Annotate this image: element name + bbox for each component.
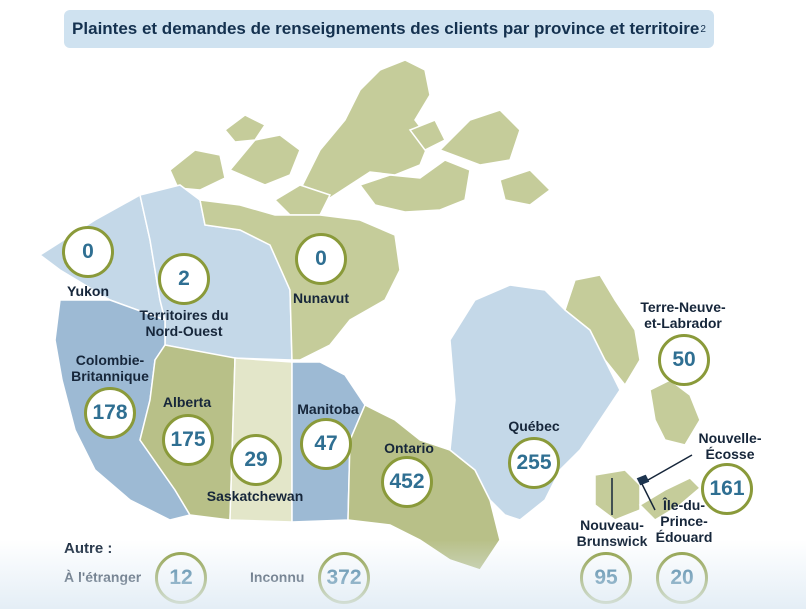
label-abroad: À l'étranger	[64, 569, 142, 585]
label-ontario: Ontario	[384, 440, 434, 456]
arctic-islands	[169, 59, 552, 216]
value-unknown: 372	[318, 552, 370, 604]
region-terre-neuve-labrador	[564, 274, 641, 387]
value-territoires-nord-ouest: 2	[158, 253, 210, 305]
value-manitoba: 47	[300, 418, 352, 470]
pointer-lines	[611, 454, 693, 515]
label-yukon: Yukon	[66, 283, 109, 299]
label-manitoba: Manitoba	[297, 401, 359, 417]
label-ile-du-prince-edouard: Île-du- Prince- Édouard	[655, 497, 713, 545]
value-nouveau-brunswick: 95	[580, 552, 632, 604]
other-heading: Autre :	[64, 540, 113, 557]
region-nouveau-brunswick	[594, 469, 641, 521]
value-colombie-britannique: 178	[84, 387, 136, 439]
label-nunavut: Nunavut	[293, 290, 349, 306]
map-title-text: Plaintes et demandes de renseignements d…	[72, 19, 700, 38]
label-colombie-britannique: Colombie- Britannique	[71, 352, 149, 384]
region-quebec	[449, 284, 621, 521]
region-nunavut	[199, 199, 401, 361]
value-ontario: 452	[381, 456, 433, 508]
value-saskatchewan: 29	[230, 434, 282, 486]
region-ile-du-prince-edouard	[635, 473, 651, 487]
value-terre-neuve-labrador: 50	[658, 334, 710, 386]
label-territoires-nord-ouest: Territoires du Nord-Ouest	[139, 307, 229, 339]
value-yukon: 0	[62, 226, 114, 278]
value-ile-du-prince-edouard: 20	[656, 552, 708, 604]
label-terre-neuve-labrador: Terre-Neuve- et-Labrador	[640, 299, 726, 331]
label-saskatchewan: Saskatchewan	[206, 488, 304, 504]
title-footnote: 2	[700, 23, 706, 35]
label-quebec: Québec	[508, 418, 560, 434]
value-nunavut: 0	[295, 233, 347, 285]
value-quebec: 255	[508, 437, 560, 489]
map-title: Plaintes et demandes de renseignements d…	[64, 10, 714, 48]
label-nouveau-brunswick: Nouveau- Brunswick	[576, 517, 648, 549]
value-alberta: 175	[162, 414, 214, 466]
value-nouvelle-ecosse: 161	[701, 463, 753, 515]
label-alberta: Alberta	[162, 394, 212, 410]
label-nouvelle-ecosse: Nouvelle- Écosse	[698, 430, 762, 462]
label-unknown: Inconnu	[250, 569, 305, 585]
value-abroad: 12	[155, 552, 207, 604]
